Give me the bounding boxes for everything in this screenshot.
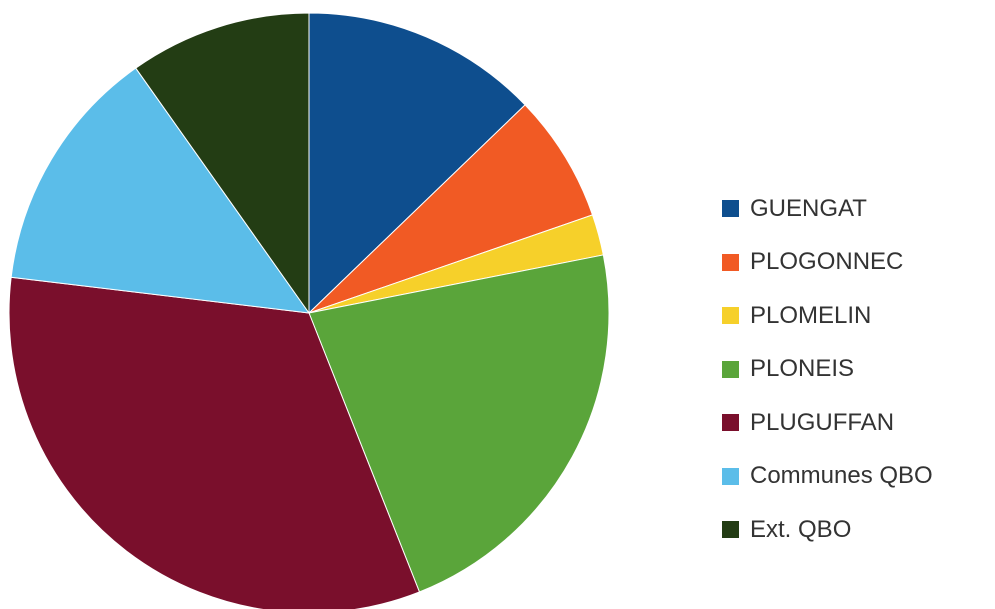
pie-slice-ext-qbo	[135, 12, 310, 315]
legend-swatch	[722, 200, 739, 218]
pie-slice-guengat	[308, 12, 526, 315]
pie-slice-pluguffan	[8, 276, 421, 609]
legend-swatch	[722, 253, 739, 271]
legend-label: Communes QBO	[750, 462, 933, 490]
legend: GUENGAT PLOGONNEC PLOMELIN PLONEIS PLUGU…	[722, 182, 933, 557]
pie-plot-area	[8, 12, 610, 609]
legend-item-guengat: GUENGAT	[722, 182, 933, 236]
legend-label: PLONEIS	[750, 355, 855, 383]
pie-slice-ploneis	[308, 254, 610, 593]
legend-swatch	[722, 414, 739, 432]
legend-swatch	[722, 467, 739, 485]
legend-label: PLUGUFFAN	[750, 408, 895, 436]
legend-swatch	[722, 307, 739, 325]
legend-item-pluguffan: PLUGUFFAN	[722, 396, 933, 450]
pie-slice-plogonnec	[308, 104, 594, 314]
legend-label: Ext. QBO	[750, 515, 852, 543]
legend-label: PLOGONNEC	[750, 248, 904, 276]
legend-swatch	[722, 521, 739, 539]
legend-item-ploneis: PLONEIS	[722, 343, 933, 397]
legend-item-plogonnec: PLOGONNEC	[722, 236, 933, 290]
pie-slice-communes-qbo	[10, 67, 311, 314]
legend-label: GUENGAT	[750, 194, 867, 222]
legend-swatch	[722, 360, 739, 378]
legend-item-plomelin: PLOMELIN	[722, 289, 933, 343]
legend-label: PLOMELIN	[750, 301, 872, 329]
legend-item-ext-qbo: Ext. QBO	[722, 503, 933, 557]
legend-item-communes-qbo: Communes QBO	[722, 450, 933, 504]
